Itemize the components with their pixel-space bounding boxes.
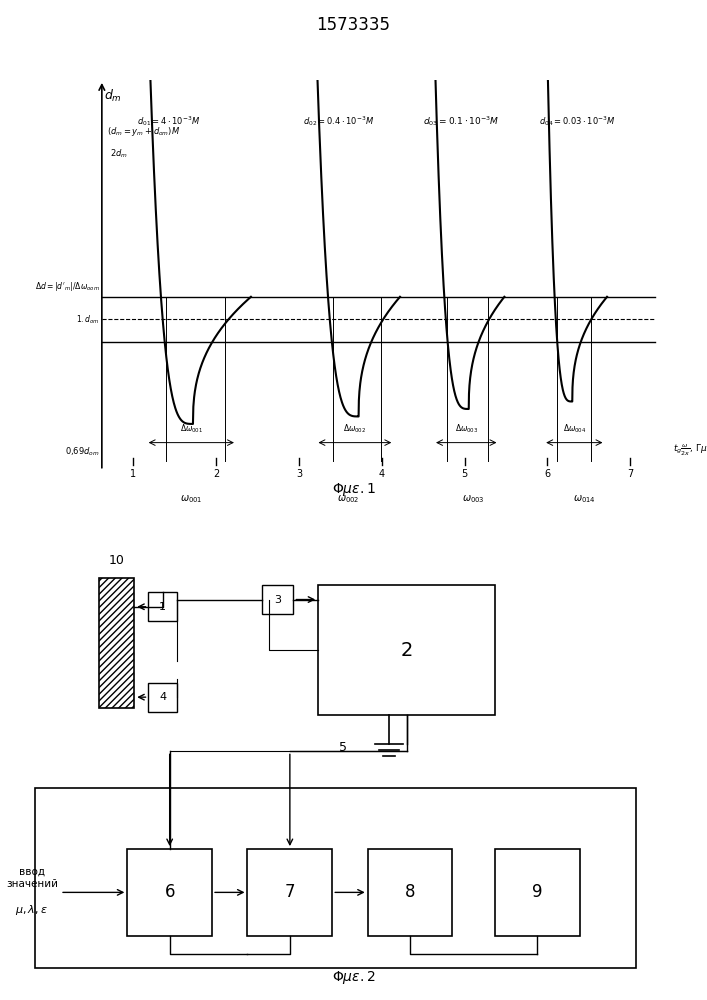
Text: $(d_m=y_m+d_{om})M$: $(d_m=y_m+d_{om})M$ xyxy=(107,125,180,138)
Text: 2: 2 xyxy=(400,641,413,660)
Text: $t_g\frac{\omega}{2x}$, $\Gamma\mu$: $t_g\frac{\omega}{2x}$, $\Gamma\mu$ xyxy=(673,442,707,458)
Text: $d_{01}=4\cdot10^{-3}M$: $d_{01}=4\cdot10^{-3}M$ xyxy=(137,114,201,128)
Text: $\Delta\omega_{004}$: $\Delta\omega_{004}$ xyxy=(563,423,586,435)
Text: $1.d_{om}$: $1.d_{om}$ xyxy=(76,313,100,326)
Text: $0{,}69d_{om}$: $0{,}69d_{om}$ xyxy=(65,445,100,458)
Bar xyxy=(99,578,134,708)
Text: $\Phi\mu\epsilon. 2$: $\Phi\mu\epsilon. 2$ xyxy=(332,969,375,986)
Text: 10: 10 xyxy=(109,554,124,567)
Text: 3: 3 xyxy=(274,595,281,605)
Text: $\Delta\omega_{003}$: $\Delta\omega_{003}$ xyxy=(455,423,478,435)
Text: $\Delta d=|d'_m|/\Delta\omega_{oom}$: $\Delta d=|d'_m|/\Delta\omega_{oom}$ xyxy=(35,280,100,293)
Text: ввод
значений: ввод значений xyxy=(6,867,58,889)
Text: $d_{04}=0.03\cdot10^{-3}M$: $d_{04}=0.03\cdot10^{-3}M$ xyxy=(539,114,616,128)
Text: $\Delta\omega_{002}$: $\Delta\omega_{002}$ xyxy=(343,423,366,435)
Text: 3: 3 xyxy=(296,469,302,479)
Text: 5: 5 xyxy=(339,741,347,754)
Bar xyxy=(247,849,332,936)
Text: $d_{02}=0.4\cdot10^{-3}M$: $d_{02}=0.4\cdot10^{-3}M$ xyxy=(303,114,374,128)
Bar xyxy=(148,592,177,621)
Text: 8: 8 xyxy=(405,883,415,901)
Text: $\Phi\mu\epsilon.1$: $\Phi\mu\epsilon.1$ xyxy=(332,482,375,498)
Text: 7: 7 xyxy=(627,469,633,479)
Text: $d_m$: $d_m$ xyxy=(105,87,122,104)
Text: $\mu,\lambda,\varepsilon$: $\mu,\lambda,\varepsilon$ xyxy=(16,903,48,917)
Text: 1: 1 xyxy=(159,602,166,612)
Text: $\omega_{001}$: $\omega_{001}$ xyxy=(180,493,202,505)
Bar xyxy=(262,585,293,614)
Text: $\omega_{003}$: $\omega_{003}$ xyxy=(462,493,484,505)
Bar xyxy=(368,849,452,936)
Text: 1573335: 1573335 xyxy=(317,16,390,34)
Bar xyxy=(35,788,636,968)
Text: 7: 7 xyxy=(285,883,295,901)
Text: $\omega_{014}$: $\omega_{014}$ xyxy=(573,493,596,505)
Text: 4: 4 xyxy=(379,469,385,479)
Text: 6: 6 xyxy=(544,469,551,479)
Text: 6: 6 xyxy=(165,883,175,901)
Bar xyxy=(127,849,212,936)
Bar xyxy=(495,849,580,936)
Text: $d_{03}=0.1\cdot10^{-3}M$: $d_{03}=0.1\cdot10^{-3}M$ xyxy=(423,114,500,128)
Bar xyxy=(318,585,495,715)
Bar xyxy=(148,683,177,712)
Text: 2: 2 xyxy=(213,469,219,479)
Text: 1: 1 xyxy=(130,469,136,479)
Text: 9: 9 xyxy=(532,883,542,901)
Text: 5: 5 xyxy=(462,469,468,479)
Text: $2d_m$: $2d_m$ xyxy=(110,147,128,160)
Text: $\omega_{002}$: $\omega_{002}$ xyxy=(337,493,360,505)
Text: $\Delta\omega_{001}$: $\Delta\omega_{001}$ xyxy=(180,423,203,435)
Text: 4: 4 xyxy=(159,692,166,702)
